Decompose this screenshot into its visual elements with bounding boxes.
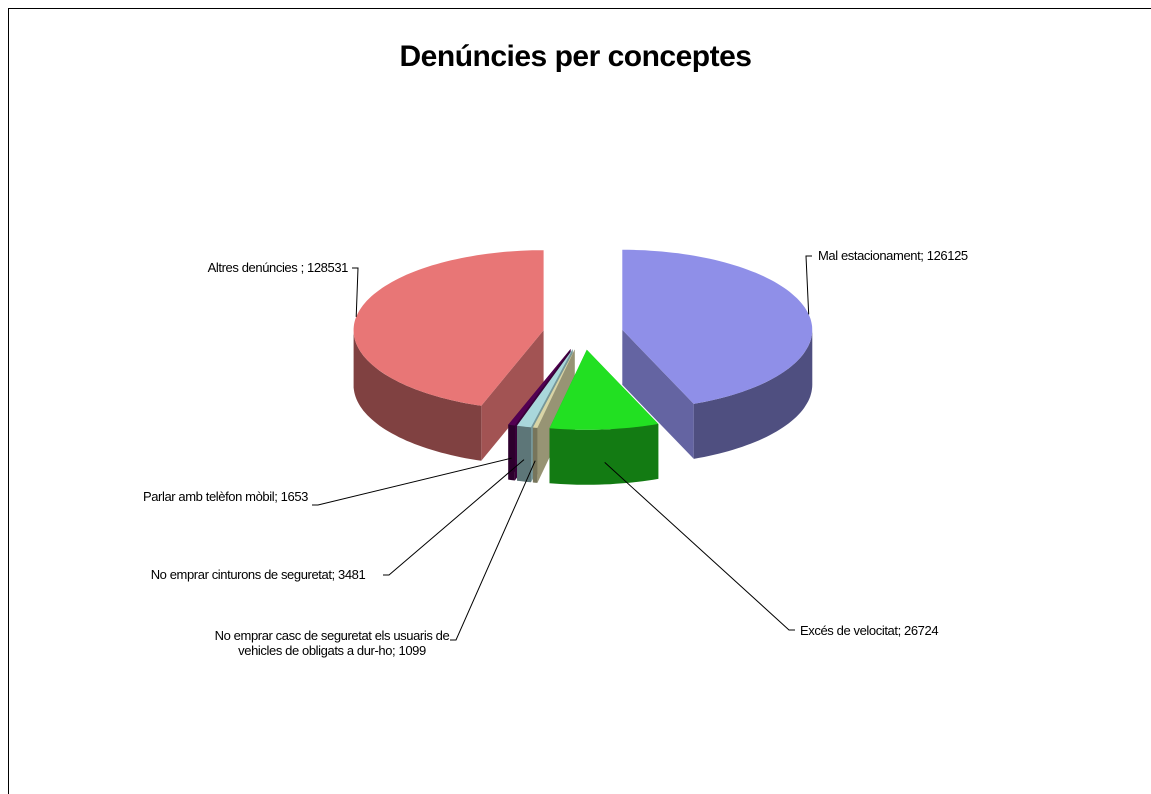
leader-line xyxy=(805,255,812,315)
slice-wall xyxy=(622,329,694,459)
slice xyxy=(353,250,544,406)
leader-line xyxy=(604,462,795,631)
slice-rim xyxy=(353,330,482,461)
label-category: Parlar amb telèfon mòbil; xyxy=(142,489,278,504)
slice-wall xyxy=(481,330,544,461)
chart-frame xyxy=(8,8,1151,794)
data-label: Altres denúncies ; 128531 xyxy=(100,260,349,275)
label-category: No emprar casc de seguretat els usuaris … xyxy=(214,628,450,658)
slice-rim xyxy=(508,424,515,481)
label-category: Altres denúncies ; xyxy=(207,260,305,275)
slice-wall xyxy=(532,349,575,483)
leader-line xyxy=(312,457,512,506)
leader-line xyxy=(352,267,359,317)
label-value: 126125 xyxy=(926,248,968,263)
label-value: 26724 xyxy=(904,623,939,638)
label-value: 1653 xyxy=(280,489,309,504)
data-label: No emprar cinturons de seguretat; 3481 xyxy=(128,567,388,582)
chart-title: Denúncies per conceptes xyxy=(399,40,752,73)
leader-line xyxy=(383,459,525,576)
slice-rim xyxy=(517,425,531,483)
slice-rim xyxy=(693,329,813,459)
slice xyxy=(517,349,573,428)
data-label: Excés de velocitat; 26724 xyxy=(800,623,1000,638)
slice-rim xyxy=(532,427,538,483)
data-label: No emprar casc de seguretat els usuaris … xyxy=(212,628,452,658)
slice-rim xyxy=(549,423,659,485)
slice xyxy=(532,349,575,428)
label-value: 3481 xyxy=(337,567,366,582)
label-category: Mal estacionament; xyxy=(818,248,924,263)
slice xyxy=(508,349,571,426)
data-label: Mal estacionament; 126125 xyxy=(818,248,1038,263)
slice xyxy=(549,349,659,430)
label-category: No emprar cinturons de seguretat; xyxy=(150,567,335,582)
slice xyxy=(622,249,813,404)
label-value: 1099 xyxy=(398,643,427,658)
data-label: Parlar amb telèfon mòbil; 1653 xyxy=(60,489,308,504)
label-value: 128531 xyxy=(307,260,348,275)
leader-line xyxy=(450,460,536,641)
label-category: Excés de velocitat; xyxy=(800,623,901,638)
